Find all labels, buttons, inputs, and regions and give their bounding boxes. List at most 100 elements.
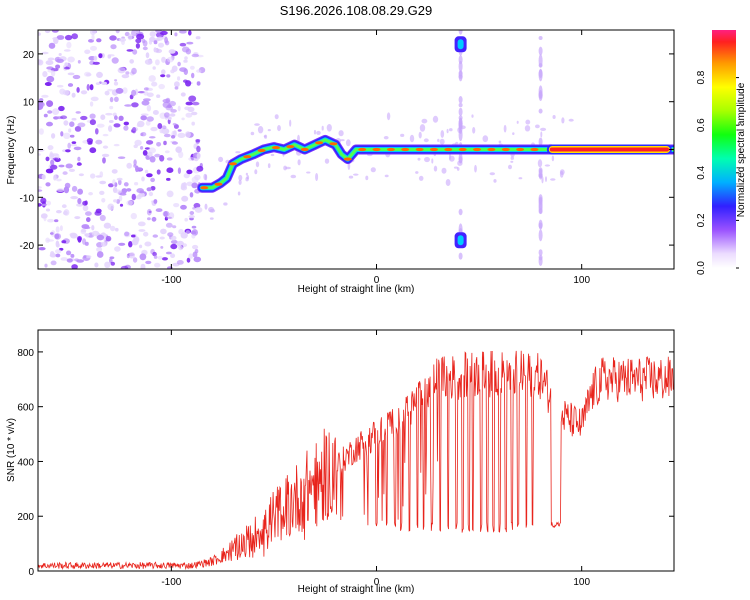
noise-speckle (183, 173, 190, 179)
ridge-speckle (449, 128, 453, 132)
x-tick-label: -100 (161, 577, 181, 588)
noise-speckle (157, 255, 163, 260)
noise-speckle (42, 71, 48, 78)
noise-speckle (190, 65, 195, 70)
vertical-streak (538, 69, 543, 78)
noise-speckle (195, 139, 201, 143)
ridge-hotspot (358, 147, 367, 152)
vertical-streak (538, 85, 543, 99)
noise-speckle (191, 233, 196, 239)
ridge-speckle (400, 133, 405, 137)
noise-speckle (186, 41, 194, 45)
noise-speckle (66, 258, 73, 263)
noise-speckle (89, 147, 97, 154)
noise-speckle (105, 235, 112, 242)
ridge-speckle (263, 135, 267, 138)
noise-speckle (115, 30, 120, 34)
y-tick-label: 200 (17, 512, 34, 523)
noise-speckle (135, 43, 140, 49)
ridge-speckle (432, 115, 439, 123)
noise-speckle (66, 41, 72, 49)
noise-speckle (45, 182, 51, 187)
ridge-speckle (431, 158, 434, 164)
noise-speckle (146, 173, 153, 178)
noise-speckle (89, 84, 94, 91)
noise-speckle (49, 151, 53, 158)
noise-speckle (177, 129, 182, 132)
noise-speckle (54, 219, 59, 223)
noise-speckle (156, 94, 161, 98)
ridge-speckle (449, 155, 455, 162)
noise-speckle (102, 133, 109, 137)
noise-speckle (166, 74, 171, 78)
ridge-speckle (561, 117, 565, 124)
noise-speckle (144, 169, 149, 174)
noise-speckle (45, 168, 54, 174)
noise-speckle (113, 199, 118, 203)
noise-speckle (101, 241, 107, 247)
noise-speckle (58, 164, 65, 168)
noise-speckle (122, 87, 128, 94)
noise-speckle (53, 174, 57, 181)
vertical-streak (538, 229, 543, 242)
noise-speckle (38, 59, 42, 65)
ridge-hotspot (200, 186, 209, 190)
noise-speckle (118, 195, 123, 202)
noise-speckle (74, 125, 82, 132)
colorbar-tick-label: 0.4 (696, 165, 707, 179)
noise-speckle (140, 113, 149, 116)
ridge-speckle (424, 156, 430, 163)
noise-speckle (128, 252, 135, 259)
vertical-streak (458, 30, 463, 35)
noise-speckle (71, 92, 76, 98)
noise-speckle (196, 152, 201, 160)
y-tick-label: -10 (20, 193, 35, 204)
noise-speckle (128, 241, 133, 248)
noise-speckle (46, 200, 52, 206)
noise-speckle (83, 255, 87, 259)
noise-speckle (141, 100, 150, 106)
noise-speckle (116, 177, 123, 181)
ridge-speckle (415, 171, 419, 174)
noise-speckle (80, 115, 88, 121)
noise-speckle (131, 234, 136, 238)
noise-speckle (67, 56, 75, 63)
noise-speckle (142, 46, 148, 51)
noise-speckle (155, 208, 163, 213)
ridge-speckle (270, 153, 275, 157)
noise-speckle (151, 216, 157, 222)
vertical-streak (538, 168, 543, 180)
noise-speckle (90, 45, 97, 51)
noise-speckle (96, 251, 104, 258)
noise-speckle (164, 36, 169, 44)
noise-speckle (56, 84, 64, 88)
noise-speckle (90, 96, 99, 102)
noise-speckle (96, 234, 105, 241)
noise-speckle (83, 226, 91, 230)
noise-speckle (177, 61, 181, 67)
noise-speckle (111, 57, 119, 64)
noise-speckle (109, 257, 113, 264)
noise-speckle (161, 69, 166, 75)
noise-speckle (148, 75, 156, 82)
noise-speckle (38, 247, 46, 251)
noise-speckle (126, 253, 130, 259)
ridge-hotspot (257, 148, 266, 153)
noise-speckle (65, 163, 73, 169)
ridge-hotspot (458, 147, 467, 152)
noise-speckle (86, 138, 93, 144)
noise-speckle (60, 115, 68, 120)
ridge-speckle (498, 140, 502, 144)
vertical-streak (458, 117, 463, 130)
ridge-speckle (316, 130, 321, 135)
ridge-hotspot (473, 147, 481, 152)
noise-speckle (56, 188, 65, 193)
noise-speckle (67, 83, 74, 87)
ridge-hotspot (272, 146, 280, 150)
noise-speckle (181, 182, 186, 186)
noise-speckle (152, 251, 157, 257)
vertical-streak (538, 63, 543, 68)
noise-speckle (185, 112, 193, 118)
vertical-streak (538, 36, 543, 40)
